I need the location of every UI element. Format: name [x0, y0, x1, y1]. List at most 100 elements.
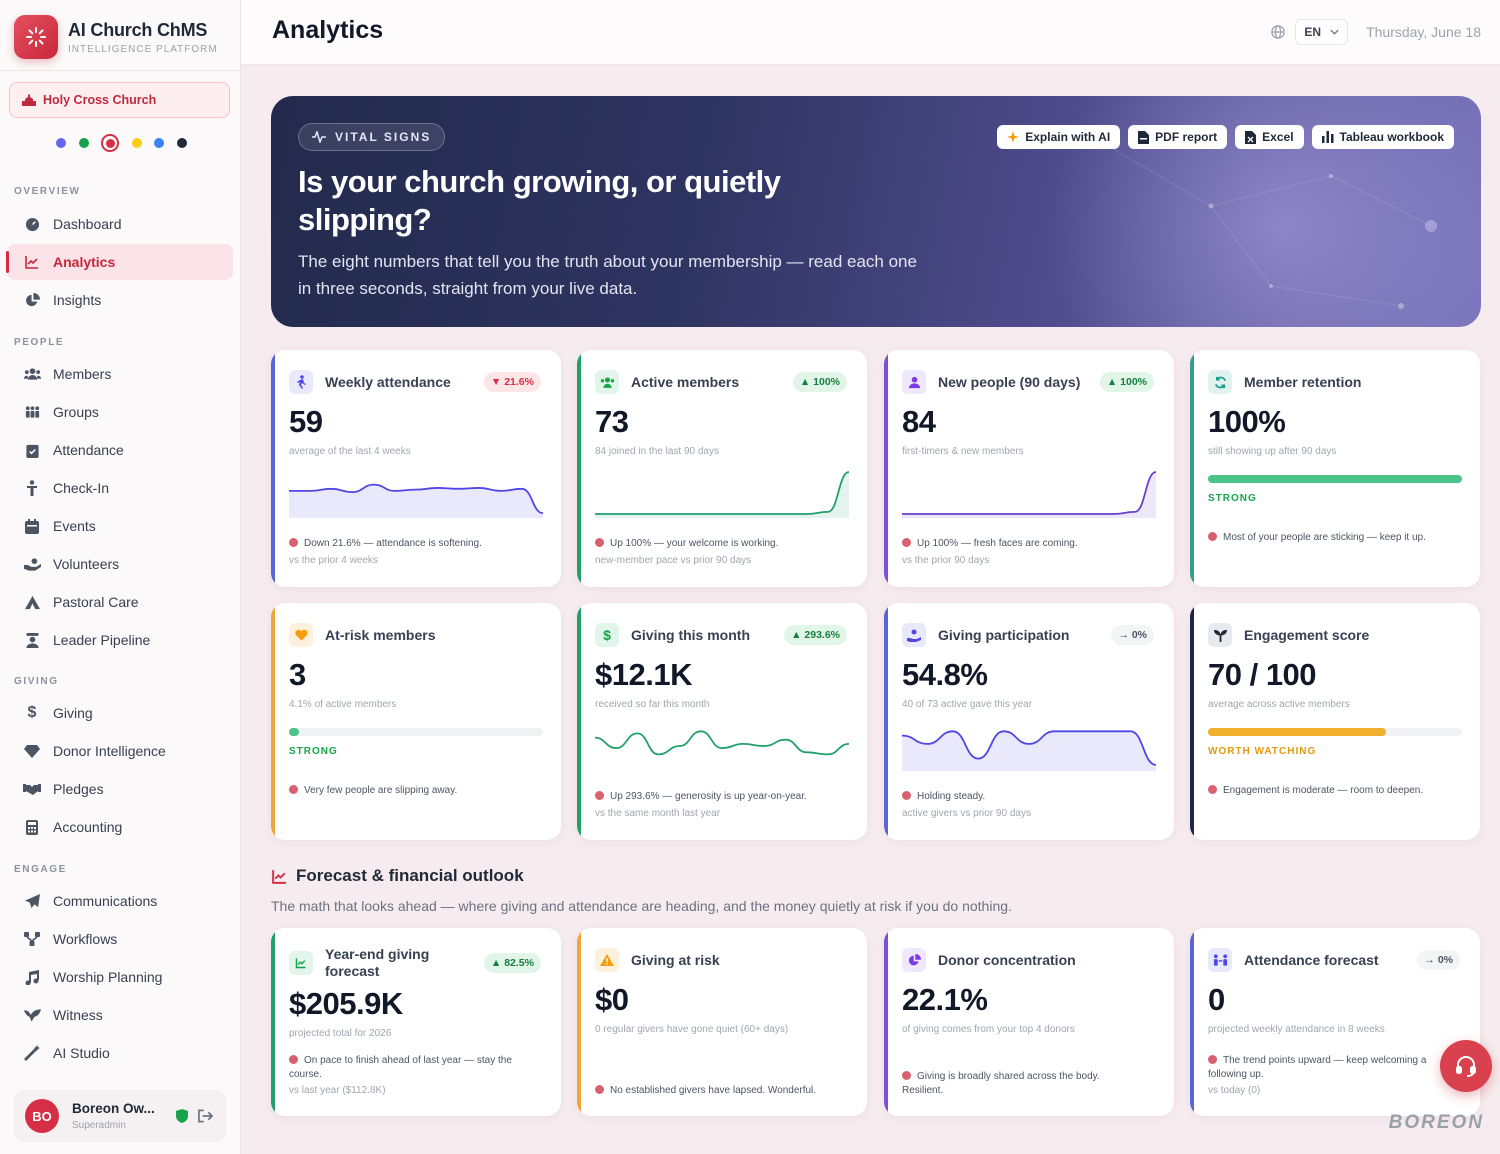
church-selector[interactable]: Holy Cross Church — [9, 82, 230, 118]
nav-insights[interactable]: Insights — [7, 282, 233, 318]
pdf-report-button[interactable]: PDF report — [1128, 125, 1228, 149]
card-note: Engagement is moderate — room to deepen. — [1208, 784, 1466, 798]
sparkle-icon — [1007, 131, 1020, 143]
card-note-text: Giving is broadly shared across the body… — [902, 1071, 1100, 1096]
card-weekly-attendance[interactable]: Weekly attendance ▼ 21.6% 59 average of … — [271, 350, 561, 587]
explain-ai-label: Explain with AI — [1025, 130, 1111, 144]
card-giving-month[interactable]: $ Giving this month ▲ 293.6% $12.1K recei… — [577, 603, 867, 840]
card-title: Engagement score — [1244, 627, 1370, 643]
users-icon — [595, 370, 619, 394]
people-group-icon — [23, 403, 41, 421]
hero-title: Is your church growing, or quietly slipp… — [298, 164, 781, 237]
card-title: New people (90 days) — [938, 374, 1081, 390]
at-risk-progress-bar — [289, 728, 543, 736]
status-label: STRONG — [1208, 493, 1257, 504]
vital-signs-tag: VITAL SIGNS — [298, 123, 446, 151]
nav-pipeline[interactable]: Leader Pipeline — [7, 622, 233, 658]
language-select[interactable]: EN — [1295, 19, 1349, 45]
card-subtitle: projected total for 2026 — [289, 1028, 392, 1039]
excel-button[interactable]: Excel — [1235, 125, 1304, 149]
trend-badge: → 0% — [1111, 625, 1154, 645]
avatar: BO — [25, 1099, 59, 1133]
nav-dashboard[interactable]: Dashboard — [7, 206, 233, 242]
card-note-text: Very few people are slipping away. — [304, 785, 458, 796]
nav-attendance[interactable]: Attendance — [7, 432, 233, 468]
chevron-down-icon — [1330, 29, 1339, 35]
shield-icon[interactable] — [176, 1109, 188, 1123]
user-profile[interactable]: BO Boreon Ow... Superadmin — [14, 1090, 226, 1142]
card-year-end-forecast[interactable]: Year-end giving forecast ▲ 82.5% $205.9K… — [271, 928, 561, 1116]
nav-aistudio[interactable]: AI Studio — [7, 1035, 233, 1071]
card-note-text: Up 293.6% — generosity is up year-on-yea… — [610, 791, 807, 802]
nav-donor[interactable]: Donor Intelligence — [7, 733, 233, 769]
warning-icon — [595, 948, 619, 972]
card-note-text: No established givers have lapsed. Wonde… — [610, 1085, 817, 1096]
card-note: Up 293.6% — generosity is up year-on-yea… — [595, 790, 853, 804]
nav-dashboard-label: Dashboard — [53, 216, 122, 232]
card-active-members[interactable]: Active members ▲ 100% 73 84 joined in th… — [577, 350, 867, 587]
sitemap-icon — [23, 930, 41, 948]
nav-workflows[interactable]: Workflows — [7, 921, 233, 957]
nav-groups[interactable]: Groups — [7, 394, 233, 430]
calculator-icon — [23, 818, 41, 836]
heart-pulse-icon — [289, 623, 313, 647]
theme-dot-indigo[interactable] — [56, 138, 66, 148]
card-new-people[interactable]: New people (90 days) ▲ 100% 84 first-tim… — [884, 350, 1174, 587]
card-title: Giving this month — [631, 627, 750, 643]
theme-dot-blue[interactable] — [154, 138, 165, 148]
church-name: Holy Cross Church — [43, 93, 157, 107]
chart-line-icon — [23, 253, 41, 271]
brand[interactable]: AI Church ChMS INTELLIGENCE PLATFORM — [14, 15, 218, 59]
card-title: Weekly attendance — [325, 374, 451, 390]
nav-volunteers[interactable]: Volunteers — [7, 546, 233, 582]
nav-witness[interactable]: Witness — [7, 997, 233, 1033]
nav-worship-label: Worship Planning — [53, 969, 163, 985]
card-giving-participation[interactable]: Giving participation → 0% 54.8% 40 of 73… — [884, 603, 1174, 840]
theme-dot-green[interactable] — [78, 138, 89, 148]
engagement-progress-bar — [1208, 728, 1462, 736]
hand-heart-icon — [902, 623, 926, 647]
nav-events[interactable]: Events — [7, 508, 233, 544]
card-footnote: vs last year ($112.8K) — [289, 1085, 386, 1096]
card-at-risk-members[interactable]: At-risk members 3 4.1% of active members… — [271, 603, 561, 840]
theme-dot-red[interactable] — [101, 134, 120, 152]
explain-ai-button[interactable]: Explain with AI — [997, 125, 1121, 149]
walking-icon — [289, 370, 313, 394]
card-footnote: vs the same month last year — [595, 808, 721, 819]
sidebar: AI Church ChMS INTELLIGENCE PLATFORM Hol… — [0, 0, 241, 1154]
card-member-retention[interactable]: Member retention 100% still showing up a… — [1190, 350, 1480, 587]
card-donor-concentration[interactable]: Donor concentration 22.1% of giving come… — [884, 928, 1174, 1116]
nav-communications[interactable]: Communications — [7, 883, 233, 919]
nav-pledges[interactable]: Pledges — [7, 771, 233, 807]
nav-accounting[interactable]: Accounting — [7, 809, 233, 845]
nav-worship[interactable]: Worship Planning — [7, 959, 233, 995]
trend-badge: ▲ 100% — [1099, 372, 1154, 392]
tableau-button[interactable]: Tableau workbook — [1311, 125, 1454, 149]
nav-pastoral[interactable]: Pastoral Care — [7, 584, 233, 620]
nav-donor-label: Donor Intelligence — [53, 743, 166, 759]
nav-checkin[interactable]: Check-In — [7, 470, 233, 506]
theme-dot-yellow[interactable] — [131, 138, 142, 148]
theme-dot-dark[interactable] — [176, 138, 187, 148]
forecast-subtitle: The math that looks ahead — where giving… — [271, 898, 1012, 914]
church-icon — [22, 94, 36, 106]
nav-pipeline-label: Leader Pipeline — [53, 632, 151, 648]
refresh-icon — [1208, 370, 1232, 394]
sparkline-line — [595, 471, 849, 515]
logout-icon[interactable] — [198, 1109, 213, 1123]
section-giving: GIVING — [14, 676, 59, 687]
support-chat-button[interactable] — [1440, 1040, 1492, 1092]
card-giving-at-risk[interactable]: Giving at risk $0 0 regular givers have … — [577, 928, 867, 1116]
brand-subtitle: INTELLIGENCE PLATFORM — [68, 43, 218, 55]
nav-analytics[interactable]: Analytics — [6, 244, 233, 280]
nav-giving[interactable]: $ Giving — [7, 695, 233, 731]
nav-members[interactable]: Members — [7, 356, 233, 392]
nav-groups-label: Groups — [53, 404, 99, 420]
card-value: 100% — [1208, 404, 1286, 439]
sparkline-line — [902, 471, 1156, 515]
card-attendance-forecast[interactable]: Attendance forecast → 0% 0 projected wee… — [1190, 928, 1480, 1116]
globe-icon — [1271, 25, 1286, 39]
nav-giving-label: Giving — [53, 705, 93, 721]
card-engagement-score[interactable]: Engagement score 70 / 100 average across… — [1190, 603, 1480, 840]
card-subtitle: projected weekly attendance in 8 weeks — [1208, 1024, 1385, 1035]
